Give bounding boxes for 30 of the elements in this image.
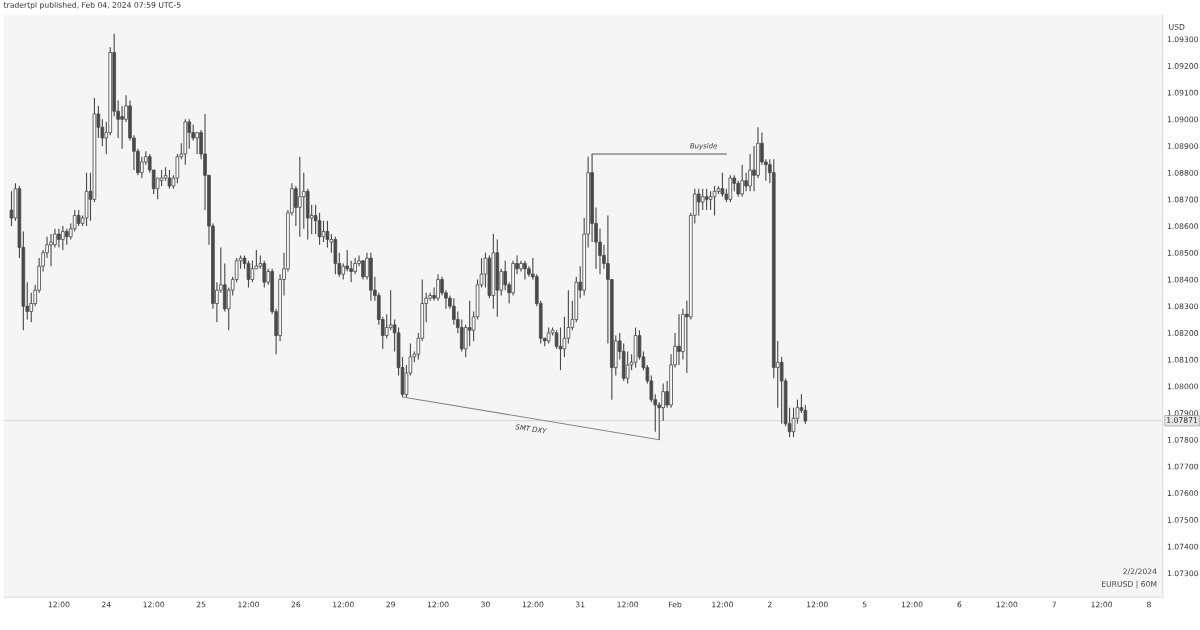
candlestick [195, 132, 199, 155]
candlestick [779, 356, 784, 425]
candlestick [704, 188, 709, 211]
candlestick [558, 326, 563, 371]
candlestick [677, 313, 681, 366]
candlestick [700, 188, 705, 211]
candlestick [321, 220, 326, 243]
candlestick [120, 105, 124, 150]
candlestick [752, 145, 756, 192]
candlestick [625, 351, 630, 385]
candlestick [708, 190, 713, 211]
candlestick [9, 190, 14, 227]
candlestick [523, 260, 527, 281]
candlestick [57, 228, 61, 248]
candlestick [250, 260, 255, 283]
candlestick [459, 318, 464, 353]
candlestick [720, 172, 725, 198]
candlestick [712, 185, 717, 216]
candlestick [317, 212, 322, 246]
candlestick [696, 188, 701, 216]
candlestick [740, 164, 744, 198]
candlestick [744, 172, 748, 192]
candlestick [301, 172, 306, 230]
candlestick [61, 225, 65, 251]
candlestick [325, 220, 330, 248]
candlestick [298, 156, 302, 238]
candlestick [345, 249, 350, 273]
candlestick [49, 233, 53, 267]
candlestick [467, 300, 472, 347]
candlestick [436, 273, 440, 302]
